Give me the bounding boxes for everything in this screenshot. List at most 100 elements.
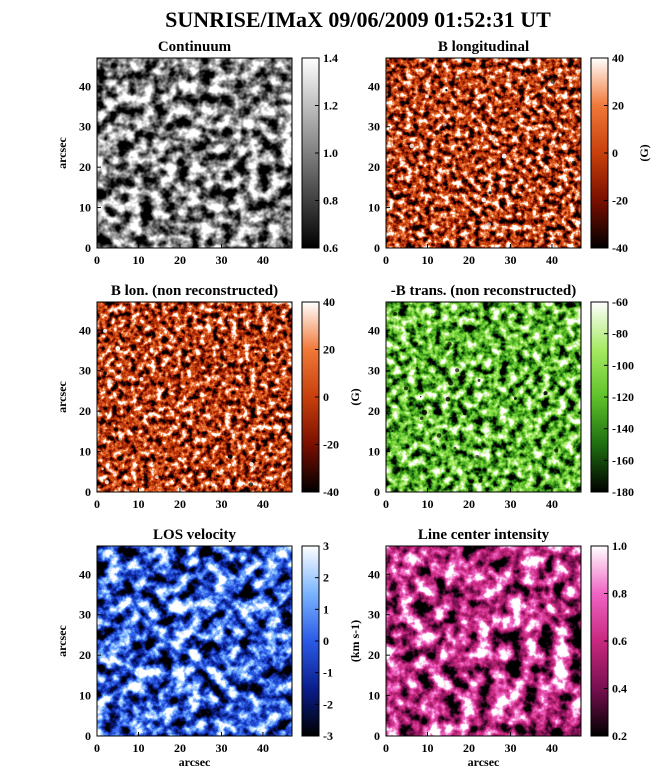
feature-spot xyxy=(268,484,271,487)
x-tick-label: 20 xyxy=(463,253,475,267)
feature-spot xyxy=(461,178,466,183)
feature-spot xyxy=(568,196,571,199)
colorbar-tick-label: -60 xyxy=(612,295,628,309)
x-tick-label: 10 xyxy=(421,741,433,755)
feature-spot xyxy=(425,94,429,99)
y-tick-label: 40 xyxy=(79,567,91,581)
feature-spot xyxy=(569,89,575,95)
y-tick-label: 10 xyxy=(368,689,380,703)
feature-spot xyxy=(110,380,114,384)
x-tick-label: 10 xyxy=(421,253,433,267)
colorbar-tick-label: -160 xyxy=(612,453,634,467)
colorbar-tick-label: -100 xyxy=(612,358,634,372)
colorbar-label: (G) xyxy=(637,144,651,161)
x-tick-label: 10 xyxy=(132,253,144,267)
colorbar-tick-label: 0 xyxy=(323,390,329,404)
plot-frame xyxy=(96,545,293,737)
x-axis-label: arcsec xyxy=(179,755,211,769)
feature-spot xyxy=(249,462,254,467)
feature-spot xyxy=(554,448,559,453)
feature-spot xyxy=(227,454,233,459)
feature-spot xyxy=(447,341,452,347)
feature-spot xyxy=(262,348,266,353)
feature-spot xyxy=(391,429,394,433)
feature-spot xyxy=(127,383,131,387)
feature-spot xyxy=(155,475,159,480)
feature-spot xyxy=(140,325,143,329)
y-tick-label: 20 xyxy=(368,648,380,662)
feature-spot xyxy=(477,379,481,382)
plot-frame xyxy=(96,57,293,249)
y-axis-label: arcsec xyxy=(55,136,69,168)
panel-title: B lon. (non reconstructed) xyxy=(111,283,278,299)
y-tick-label: 0 xyxy=(85,485,91,499)
feature-spot xyxy=(448,380,454,386)
feature-spot xyxy=(223,350,226,353)
feature-spot xyxy=(413,106,416,108)
feature-spot xyxy=(551,182,557,188)
x-tick-label: 10 xyxy=(421,497,433,511)
colorbar-tick-label: 0.8 xyxy=(323,194,338,208)
y-tick-label: 20 xyxy=(368,404,380,418)
heatmap-image xyxy=(386,302,581,492)
panel-title: B longitudinal xyxy=(438,39,529,55)
feature-spot xyxy=(261,471,267,476)
panel-1 xyxy=(96,57,320,249)
colorbar-tick-label: -40 xyxy=(323,485,339,499)
colorbar-tick-label: -20 xyxy=(323,438,339,452)
feature-spot xyxy=(104,480,109,485)
colorbar-tick-label: 1 xyxy=(323,602,329,616)
feature-spot xyxy=(545,86,548,89)
feature-spot xyxy=(230,429,234,434)
feature-spot xyxy=(481,197,487,203)
colorbar-tick-label: -20 xyxy=(612,194,628,208)
feature-spot xyxy=(117,455,123,461)
feature-spot xyxy=(442,122,447,127)
heatmap-image xyxy=(386,58,581,248)
feature-spot xyxy=(420,416,424,420)
feature-spot xyxy=(428,125,433,129)
feature-spot xyxy=(486,222,492,227)
feature-spot xyxy=(409,143,414,149)
feature-spot xyxy=(445,89,448,92)
colorbar-tick-label: 1.0 xyxy=(323,146,338,160)
panel-4 xyxy=(385,301,609,493)
feature-spot xyxy=(103,328,108,333)
colorbar-tick-label: 20 xyxy=(323,343,335,357)
feature-spot xyxy=(158,411,162,415)
feature-spot xyxy=(227,401,232,406)
x-tick-label: 30 xyxy=(215,741,227,755)
feature-spot xyxy=(463,411,467,416)
x-tick-label: 0 xyxy=(94,497,100,511)
colorbar-tick-label: 0 xyxy=(612,146,618,160)
colorbar-tick-label: 0.6 xyxy=(612,634,627,648)
x-tick-label: 40 xyxy=(257,253,269,267)
colorbar-tick-label: 40 xyxy=(323,295,335,309)
feature-spot xyxy=(118,437,123,441)
feature-spot xyxy=(101,467,104,470)
feature-spot xyxy=(524,74,527,78)
colorbar-tick-label: -1 xyxy=(323,666,333,680)
feature-spot xyxy=(415,366,419,370)
feature-spot xyxy=(558,133,562,137)
feature-spot xyxy=(456,77,460,81)
feature-spot xyxy=(488,191,492,195)
colorbar-tick-label: -3 xyxy=(323,729,333,743)
feature-spot xyxy=(151,409,154,413)
feature-spot xyxy=(497,95,501,99)
feature-spot xyxy=(475,454,480,459)
y-tick-label: 0 xyxy=(374,729,380,743)
feature-spot xyxy=(393,164,397,169)
x-tick-label: 0 xyxy=(383,253,389,267)
feature-spot xyxy=(406,305,409,308)
feature-spot xyxy=(539,136,543,140)
feature-spot xyxy=(429,437,433,441)
feature-spot xyxy=(436,433,442,438)
plot-frame xyxy=(385,545,582,737)
feature-spot xyxy=(453,446,457,450)
feature-spot xyxy=(248,482,254,487)
feature-spot xyxy=(139,377,144,382)
feature-spot xyxy=(519,206,522,209)
feature-spot xyxy=(539,341,542,344)
